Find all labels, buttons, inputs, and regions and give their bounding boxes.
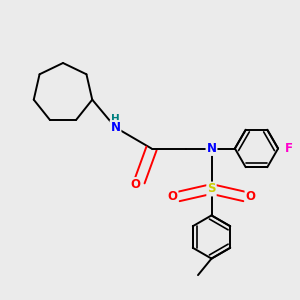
Text: N: N (206, 142, 217, 155)
Text: S: S (207, 182, 216, 196)
Text: O: O (130, 178, 140, 191)
Text: H: H (111, 114, 120, 124)
Text: O: O (167, 190, 178, 203)
Text: F: F (285, 142, 292, 155)
Text: N: N (110, 121, 121, 134)
Text: O: O (245, 190, 256, 203)
